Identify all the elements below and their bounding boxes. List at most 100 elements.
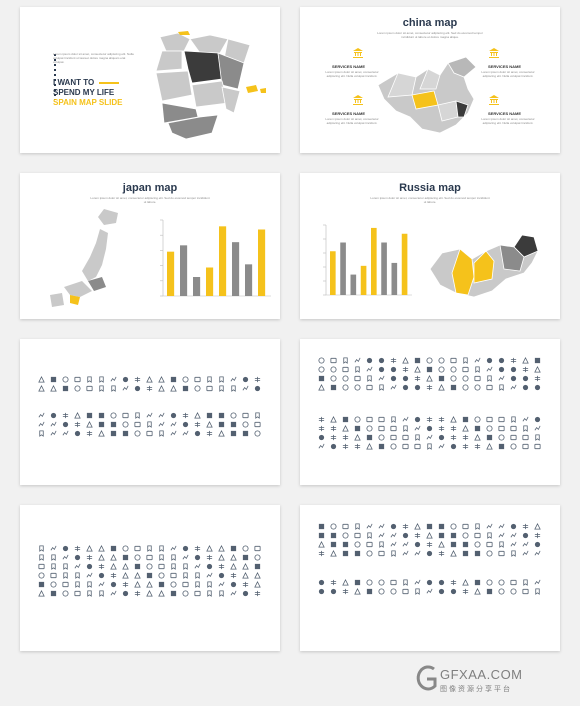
glyph-icon <box>254 590 261 597</box>
glyph-icon <box>510 532 517 538</box>
glyph-icon <box>342 532 349 539</box>
glyph-icon <box>390 588 397 595</box>
glyph-icon <box>122 421 129 428</box>
slide-japan-map[interactable]: japan map Lorem ipsum dolor sit amet, co… <box>20 173 280 319</box>
glyph-icon <box>438 416 445 423</box>
glyph-icon <box>450 425 457 432</box>
glyph-icon <box>206 421 213 428</box>
glyph-icon <box>218 545 225 552</box>
glyph-icon <box>330 523 337 530</box>
glyph-icon <box>110 563 117 570</box>
glyph-icon <box>111 385 116 392</box>
glyph-icon <box>498 434 505 441</box>
glyph-icon <box>498 550 505 557</box>
glyph-icon <box>510 579 517 586</box>
glyph-icon <box>414 532 421 539</box>
glyph-icon <box>535 434 540 441</box>
glyph-icon <box>146 563 153 570</box>
slide-subtitle: Lorem ipsum dolor sit amet, consectetur … <box>90 196 210 204</box>
glyph-icon <box>146 581 153 588</box>
chart-bar <box>219 226 227 296</box>
glyph-icon <box>230 572 237 579</box>
glyph-icon <box>122 572 129 579</box>
glyph-icon <box>195 581 200 588</box>
glyph-icon <box>510 523 517 530</box>
glyph-icon <box>486 425 493 432</box>
slide-china-map[interactable]: china map Lorem ipsum dolor sit amet, co… <box>300 7 560 153</box>
watermark-brand: GFXAA.COM <box>440 667 523 682</box>
glyph-icon <box>74 412 81 419</box>
glyph-icon <box>254 376 261 383</box>
glyph-icon <box>50 545 57 551</box>
glyph-icon <box>170 385 177 392</box>
glyph-icon <box>390 579 397 586</box>
glyph-icon <box>475 366 480 373</box>
glyph-icon <box>87 581 92 588</box>
slide-icons-1[interactable] <box>20 339 280 485</box>
glyph-icon <box>438 375 445 382</box>
glyph-icon <box>182 376 189 383</box>
glyph-icon <box>403 425 408 432</box>
glyph-icon <box>254 421 261 428</box>
glyph-icon <box>219 376 224 383</box>
glyph-icon <box>51 554 56 561</box>
glyph-icon <box>486 366 493 372</box>
glyph-icon <box>318 416 325 423</box>
glyph-icon <box>147 545 152 552</box>
glyph-icon <box>402 523 409 530</box>
glyph-icon <box>522 384 529 391</box>
glyph-icon <box>134 385 141 392</box>
glyph-icon <box>391 550 396 557</box>
slide-title: china map <box>402 17 458 29</box>
glyph-icon <box>318 366 325 373</box>
slide-russia-map[interactable]: Russia map Lorem ipsum dolor sit amet, c… <box>300 173 560 319</box>
glyph-icon <box>366 366 373 372</box>
glyph-icon <box>182 590 189 597</box>
service-text-4: Lorem ipsum dolor sit amet, consectetur … <box>481 117 535 125</box>
glyph-icon <box>486 443 493 450</box>
glyph-icon <box>522 434 529 441</box>
glyph-icon <box>522 550 529 556</box>
glyph-icon <box>522 416 529 422</box>
glyph-icon <box>318 425 325 432</box>
slide-icons-4[interactable] <box>300 505 560 651</box>
glyph-icon <box>74 385 81 392</box>
glyph-icon <box>159 554 164 561</box>
glyph-icon <box>426 425 433 432</box>
glyph-icon <box>242 421 249 428</box>
glyph-icon <box>75 581 80 588</box>
glyph-icon <box>474 357 481 363</box>
slide-icons-2[interactable] <box>300 339 560 485</box>
glyph-icon <box>135 412 140 419</box>
glyph-icon <box>378 434 385 441</box>
bank-icon <box>353 48 363 58</box>
glyph-icon <box>110 554 117 561</box>
glyph-icon <box>122 581 129 588</box>
glyph-icon <box>474 416 481 423</box>
glyph-icon <box>450 588 457 595</box>
glyph-icon <box>110 581 117 588</box>
glyph-icon <box>86 545 93 552</box>
glyph-icon <box>355 366 360 373</box>
glyph-icon <box>330 375 337 382</box>
glyph-icon <box>534 384 541 391</box>
glyph-icon <box>62 545 69 552</box>
glyph-icon <box>367 532 372 539</box>
slide-spain-map[interactable]: Lorem ipsum dolor sit amet, consectetur … <box>20 7 280 153</box>
glyph-icon <box>438 579 445 586</box>
glyph-icon <box>523 425 528 432</box>
glyph-icon <box>534 425 541 431</box>
glyph-icon <box>194 554 201 561</box>
glyph-icon <box>510 443 517 450</box>
glyph-icon <box>62 412 69 419</box>
glyph-icon <box>510 375 517 382</box>
glyph-icon <box>426 366 433 373</box>
glyph-icon <box>402 541 409 547</box>
glyph-icon <box>462 416 469 423</box>
glyph-icon <box>38 385 45 392</box>
slide-icons-3[interactable] <box>20 505 280 651</box>
glyph-icon <box>390 443 397 450</box>
glyph-icon <box>438 425 445 432</box>
glyph-icon <box>218 554 225 561</box>
glyph-icon <box>194 545 201 552</box>
